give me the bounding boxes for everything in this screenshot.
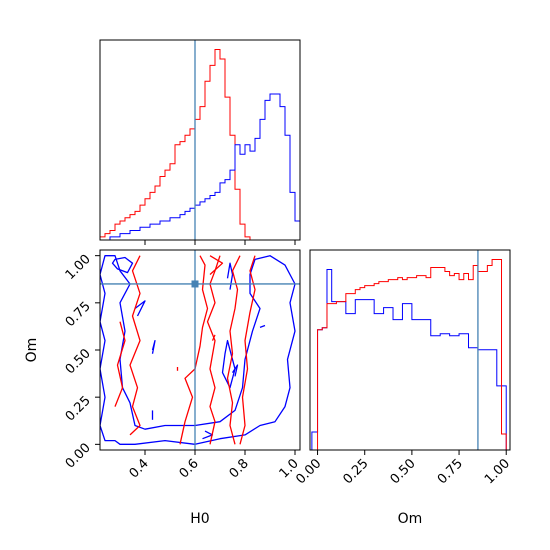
contour-line-12	[206, 255, 221, 445]
joint-frame	[99, 249, 301, 451]
x-axis-label-h0: H0	[190, 511, 209, 527]
contour-line-15	[239, 255, 256, 445]
om-xtick-label-0: 0.00	[293, 456, 324, 487]
joint-ytick-label-4: 1.00	[63, 252, 94, 283]
om-xtick-label-4: 1.00	[482, 456, 513, 487]
h0-histogram-series-1	[100, 93, 300, 240]
x-axis-label-om: Om	[398, 511, 423, 527]
h0-marginal-frame	[99, 39, 301, 241]
joint-panel: 0.4 0.6 0.8 1.0 0.000.250.500.751.00 H0 Om	[24, 249, 302, 527]
contour-line-16	[226, 255, 241, 445]
joint-xtick-label-0: 0.4	[127, 456, 152, 481]
joint-ytick-label-2: 0.50	[63, 346, 94, 377]
joint-xtick-label-2: 0.8	[227, 456, 252, 481]
joint-ytick-label-0: 0.00	[63, 441, 94, 472]
om-xtick-label-3: 0.75	[435, 456, 466, 487]
contour-line-11	[114, 321, 126, 407]
contour-line-14	[179, 255, 209, 445]
contour-line-3	[226, 262, 234, 290]
om-xtick-label-2: 0.50	[388, 456, 419, 487]
om-marginal-panel: 0.00 0.25 0.50 0.75 1.00 Om	[293, 249, 513, 527]
contour-line-13	[209, 255, 224, 275]
joint-xtick-label-1: 0.6	[177, 456, 202, 481]
om-histogram-series-1	[317, 259, 507, 450]
joint-ytick-label-1: 0.25	[63, 393, 94, 424]
joint-ytick-label-3: 0.75	[63, 299, 94, 330]
contour-line-4	[134, 300, 146, 317]
contour-line-1	[111, 256, 134, 274]
contour-line-0	[100, 255, 296, 445]
om-xtick-label-1: 0.25	[340, 456, 371, 487]
y-axis-label-om: Om	[24, 338, 40, 363]
h0-marginal-panel	[99, 39, 301, 245]
contour-line-9	[259, 324, 266, 329]
om-histogram-series-0	[311, 269, 507, 450]
h0-histogram-series-0	[100, 49, 251, 240]
om-marginal-frame	[309, 249, 511, 451]
contour-line-17	[211, 334, 216, 341]
contour-line-5	[151, 339, 156, 354]
joint-truth-marker	[191, 280, 199, 288]
contour-line-2	[221, 339, 236, 389]
contour-line-10	[129, 255, 141, 436]
contour-line-8	[231, 364, 239, 377]
